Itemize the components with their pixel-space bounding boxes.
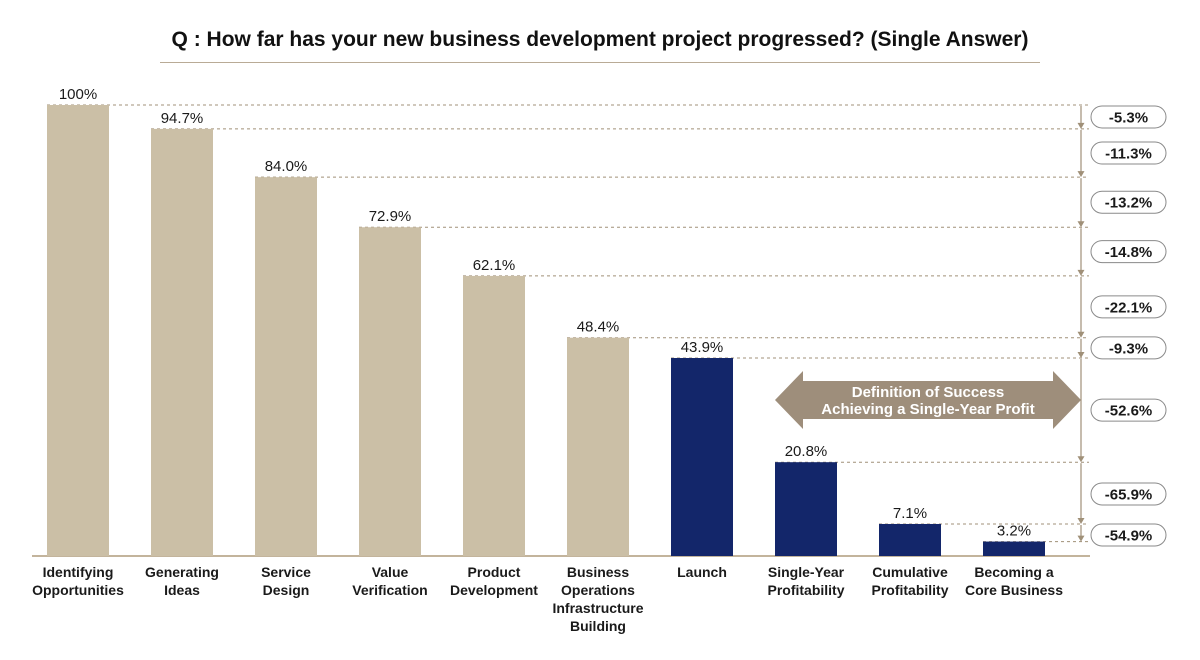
delta-arrow-head	[1077, 269, 1085, 276]
annotation-line-1: Definition of Success	[852, 384, 1005, 401]
category-label: Business Operations Infrastructure Building	[552, 564, 643, 634]
value-labels: 100% 94.7% 84.0% 72.9% 62.1% 48.4% 43.9% 20.8% 7…	[59, 86, 1031, 540]
chart-title: Q : How far has your new business develo…	[171, 28, 1029, 51]
delta-label: -54.9%	[1105, 528, 1153, 545]
value-label: 43.9%	[681, 339, 724, 356]
category-label: Generating Ideas	[145, 564, 219, 598]
delta-pill	[1090, 523, 1167, 547]
delta-arrow-head	[1077, 122, 1085, 129]
bar	[47, 105, 109, 556]
delta-pill	[1090, 336, 1167, 360]
double-arrow-shape	[775, 371, 1081, 429]
delta-label: -65.9%	[1105, 487, 1153, 504]
category-label: Value Verification	[352, 564, 427, 598]
category-label: Identifying Opportunities	[32, 564, 124, 598]
delta-arrow-head	[1077, 535, 1085, 542]
bar	[983, 541, 1045, 556]
value-label: 3.2%	[997, 523, 1031, 540]
category-label: Product Development	[450, 564, 538, 598]
delta-label: -52.6%	[1105, 403, 1153, 420]
category-label: Service Design	[261, 564, 311, 598]
annotation-line-2: Achieving a Single-Year Profit	[821, 401, 1034, 418]
value-label: 72.9%	[369, 208, 412, 225]
title-divider	[160, 62, 1040, 63]
delta-arrow-head	[1077, 171, 1085, 178]
bar	[671, 358, 733, 556]
bar	[151, 128, 213, 556]
delta-label: -5.3%	[1109, 109, 1148, 126]
value-label: 94.7%	[161, 110, 204, 127]
delta-label: -11.3%	[1105, 146, 1152, 163]
category-label: Cumulative Profitability	[871, 564, 948, 598]
delta-arrow-head	[1077, 352, 1085, 359]
value-label: 48.4%	[577, 319, 620, 336]
delta-pill	[1090, 398, 1167, 422]
bar	[463, 275, 525, 556]
value-label: 7.1%	[893, 505, 927, 522]
category-label: Single-Year Profitability	[767, 564, 844, 598]
value-label: 100%	[59, 86, 97, 103]
category-label: Launch	[677, 564, 727, 580]
delta-pill	[1090, 105, 1167, 129]
bar	[567, 337, 629, 556]
delta-arrow-head	[1077, 517, 1085, 524]
value-label: 84.0%	[265, 158, 308, 175]
delta-pill	[1090, 190, 1167, 214]
delta-pill	[1090, 482, 1167, 506]
delta-label: -22.1%	[1105, 299, 1153, 316]
delta-arrow-head	[1077, 456, 1085, 463]
category-label: Becoming a Core Business	[965, 564, 1063, 598]
delta-label: -14.8%	[1105, 244, 1153, 261]
delta-labels: -5.3% -11.3% -13.2% -14.8% -22.1% -9.3% -52.6%…	[1090, 105, 1167, 547]
delta-arrow-head	[1077, 331, 1085, 338]
delta-arrow-head	[1077, 221, 1085, 228]
delta-label: -13.2%	[1105, 195, 1153, 212]
bar	[879, 523, 941, 556]
value-label: 62.1%	[473, 257, 516, 274]
delta-pill	[1090, 141, 1167, 165]
delta-label: -9.3%	[1109, 340, 1148, 357]
delta-pill	[1090, 240, 1167, 264]
delta-pill	[1090, 295, 1167, 319]
bar	[255, 177, 317, 556]
bars	[47, 105, 1045, 556]
category-labels: Identifying Opportunities Generating Ideas S…	[32, 564, 1063, 634]
value-label: 20.8%	[785, 443, 828, 460]
bar	[775, 462, 837, 556]
bar	[359, 227, 421, 556]
